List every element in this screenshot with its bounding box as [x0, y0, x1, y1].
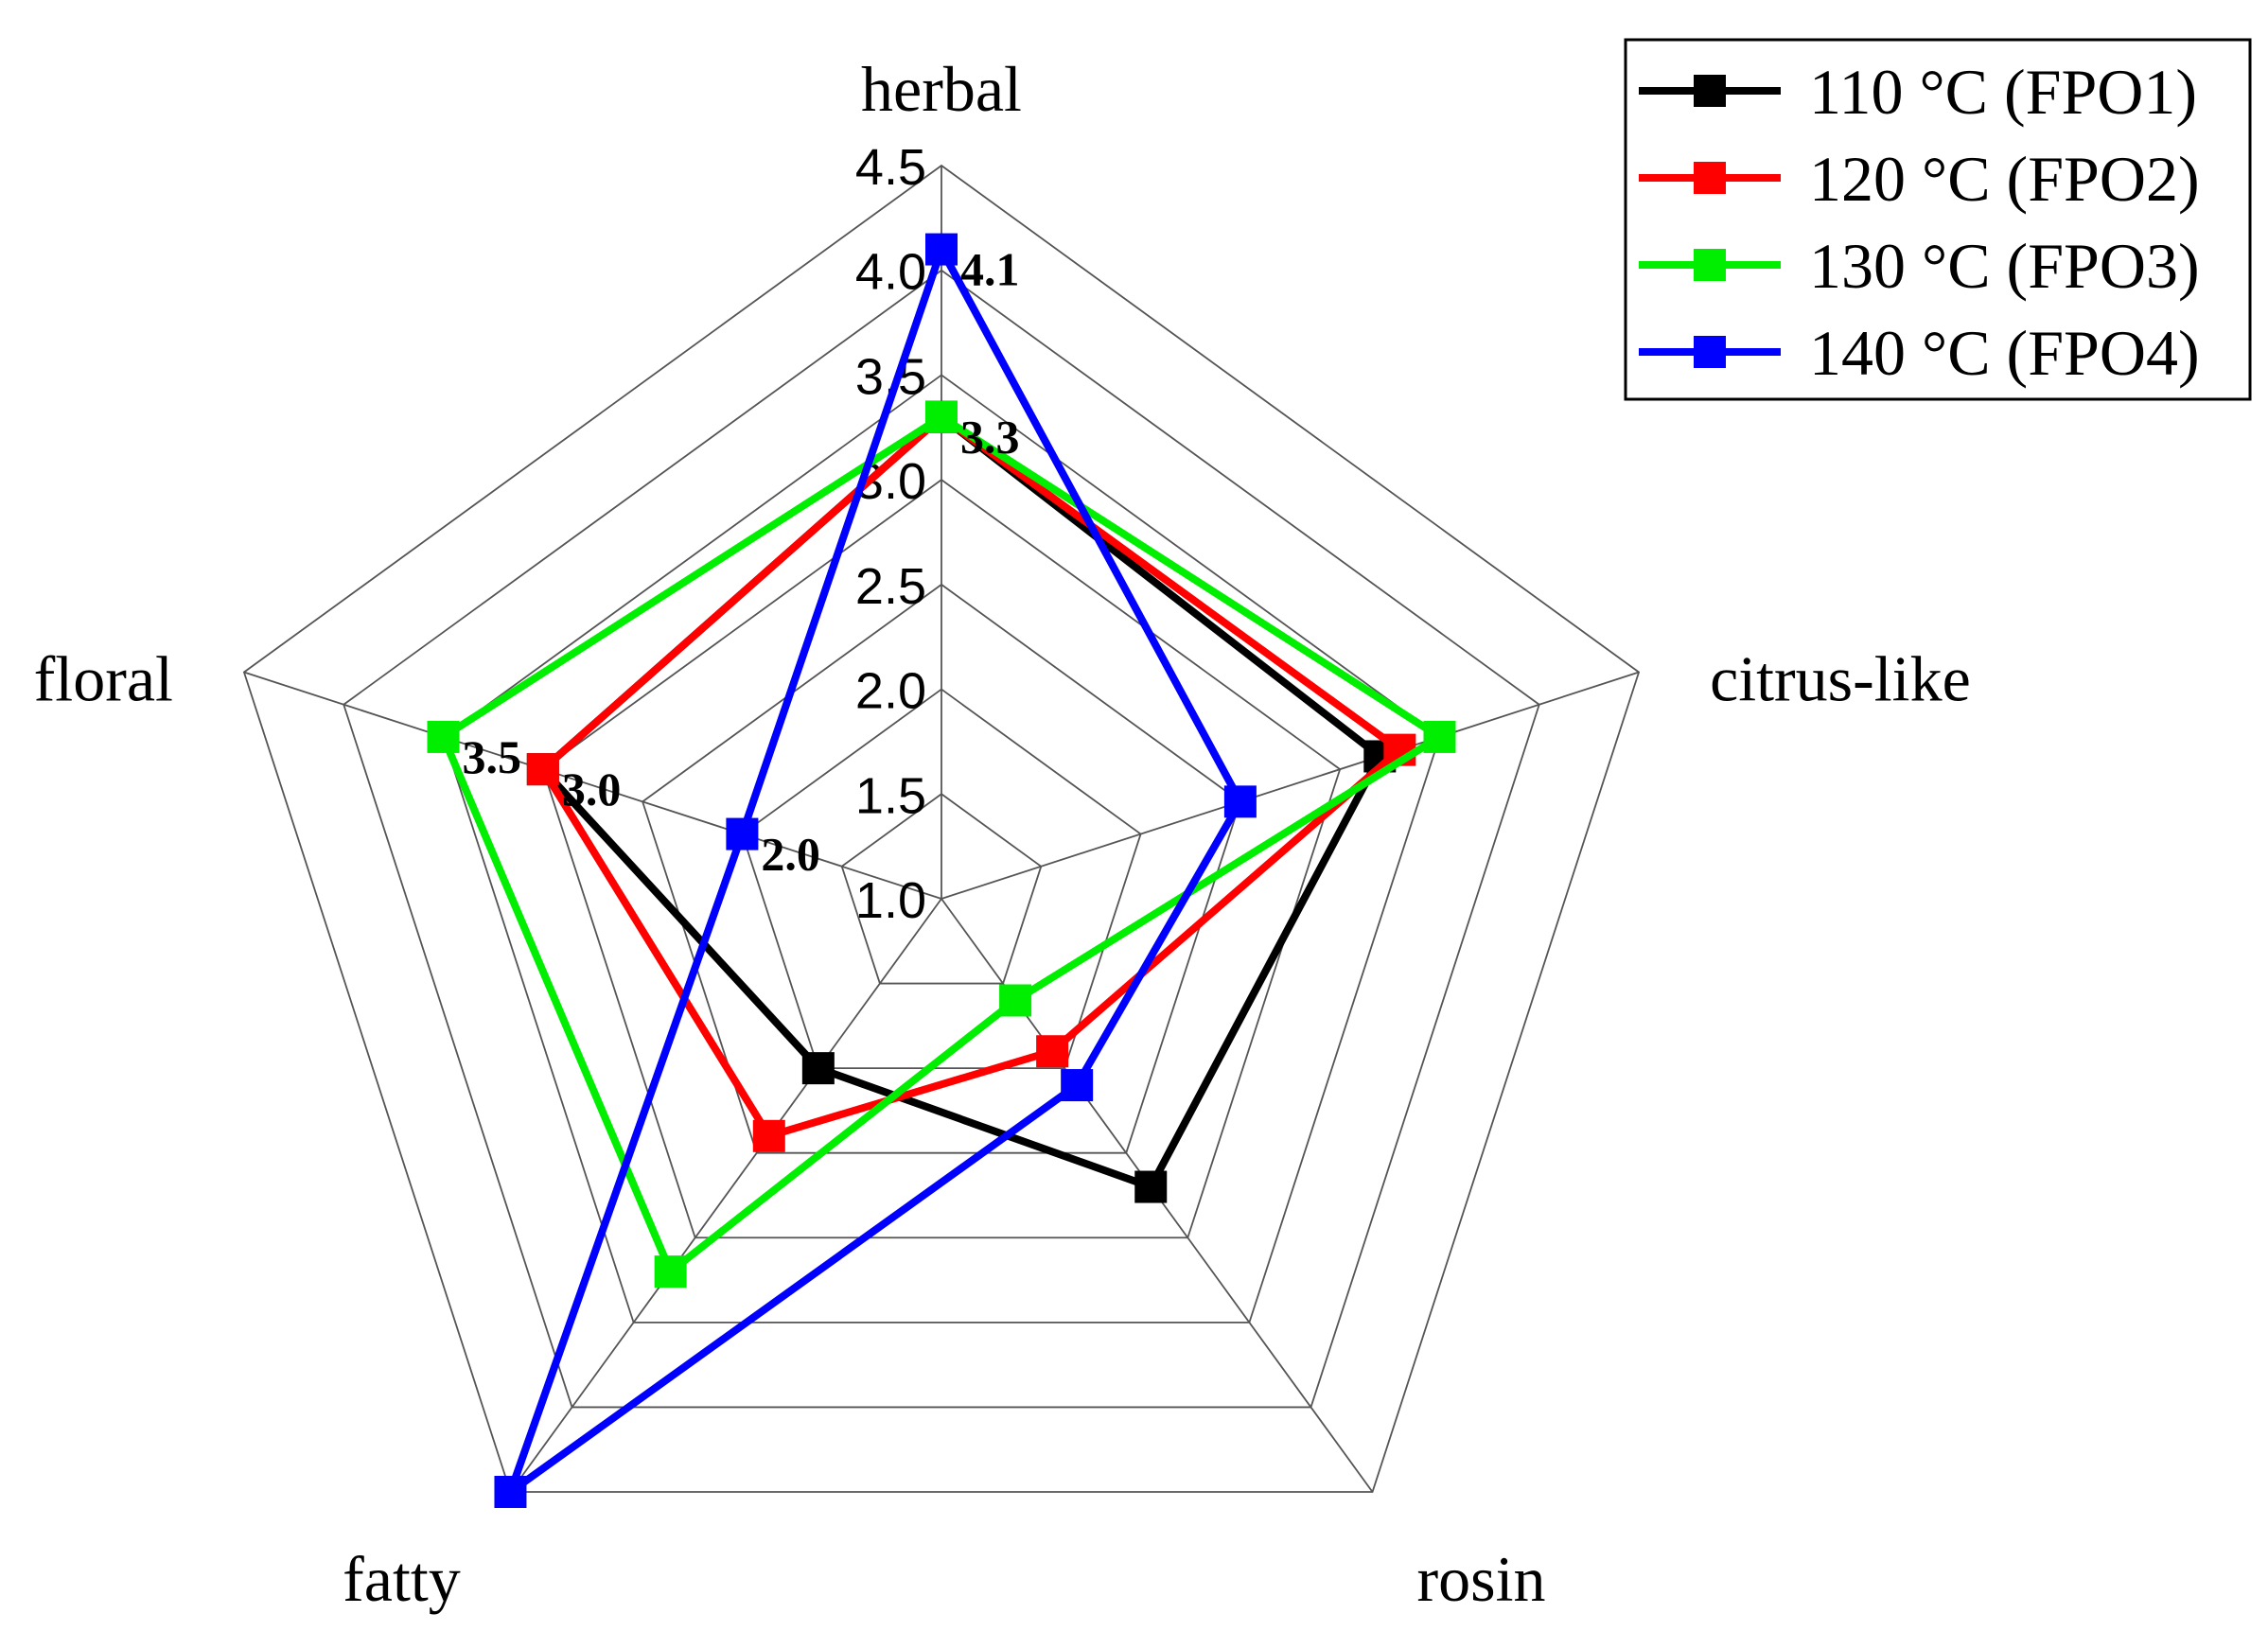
- legend-marker-3: [1694, 336, 1726, 368]
- data-label-4: 2.0: [761, 828, 820, 881]
- grid-ring-5: [442, 374, 1441, 1324]
- legend-entry-0: 110 °C (FPO1): [1809, 56, 2197, 128]
- legend-entry-1: 120 °C (FPO2): [1809, 143, 2200, 215]
- data-point-2-floral: [427, 720, 460, 753]
- axis-label-rosin: rosin: [1417, 1543, 1546, 1615]
- axis-label-fatty: fatty: [343, 1543, 461, 1615]
- axis-label-citrus-like: citrus-like: [1710, 643, 1971, 715]
- grid-ring-4: [541, 479, 1342, 1239]
- legend-marker-0: [1694, 75, 1726, 107]
- data-point-0-fatty: [801, 1052, 835, 1085]
- legend-entry-3: 140 °C (FPO4): [1809, 317, 2200, 389]
- data-point-1-rosin: [1036, 1035, 1069, 1068]
- grid-ring-2: [741, 688, 1142, 1070]
- legend-marker-2: [1694, 249, 1726, 281]
- grid-spoke-4: [243, 671, 942, 900]
- tick-label-2: 2.0: [855, 663, 926, 720]
- data-label-3: 3.0: [562, 763, 622, 816]
- grid-spoke-3: [509, 898, 942, 1493]
- tick-label-0: 1.0: [855, 872, 926, 929]
- data-series: [427, 233, 1456, 1508]
- data-point-1-fatty: [752, 1119, 785, 1152]
- axis-label-floral: floral: [34, 643, 173, 715]
- data-point-3-herbal: [925, 233, 958, 266]
- data-label-0: 4.1: [960, 243, 1020, 296]
- series-line-2: [438, 412, 1447, 1278]
- legend-entry-2: 130 °C (FPO3): [1809, 230, 2200, 302]
- series-line-1: [537, 412, 1406, 1141]
- grid-ring-1: [840, 793, 1043, 985]
- legend: 110 °C (FPO1) 120 °C (FPO2) 130 °C (FPO3) 1…: [1624, 38, 2252, 401]
- data-point-1-floral: [526, 753, 559, 786]
- data-point-2-citrus-like: [1423, 720, 1456, 753]
- data-point-2-fatty: [654, 1255, 687, 1289]
- data-label-2: 3.5: [463, 730, 522, 783]
- tick-label-7: 4.5: [855, 139, 926, 196]
- series-line-3: [502, 239, 1245, 1502]
- radial-tick-labels: 1.01.52.02.53.03.54.04.5: [855, 139, 926, 929]
- tick-label-3: 2.5: [855, 558, 926, 615]
- data-point-0-rosin: [1134, 1170, 1168, 1203]
- grid-ring-7: [242, 164, 1641, 1493]
- data-point-2-herbal: [925, 400, 958, 433]
- data-point-3-fatty: [494, 1475, 527, 1508]
- radar-grid: [242, 164, 1641, 1493]
- data-point-3-floral: [726, 817, 759, 851]
- grid-ring-6: [343, 269, 1540, 1409]
- axis-labels: herbal citrus-like rosin fatty floral: [34, 53, 1971, 1615]
- axis-label-herbal: herbal: [861, 53, 1022, 125]
- legend-box: [1624, 38, 2252, 401]
- data-point-2-rosin: [999, 984, 1032, 1017]
- series-2: [427, 400, 1456, 1289]
- series-3: [494, 233, 1257, 1508]
- data-point-3-rosin: [1061, 1069, 1094, 1102]
- grid-spoke-1: [941, 671, 1640, 900]
- data-label-1: 3.3: [960, 411, 1020, 464]
- legend-marker-1: [1694, 162, 1726, 194]
- data-point-3-citrus-like: [1223, 785, 1257, 818]
- data-annotations: 4.1 3.3 3.5 3.0 2.0: [463, 243, 1020, 881]
- tick-label-1: 1.5: [855, 767, 926, 824]
- grid-ring-3: [642, 583, 1241, 1154]
- tick-label-6: 4.0: [855, 244, 926, 301]
